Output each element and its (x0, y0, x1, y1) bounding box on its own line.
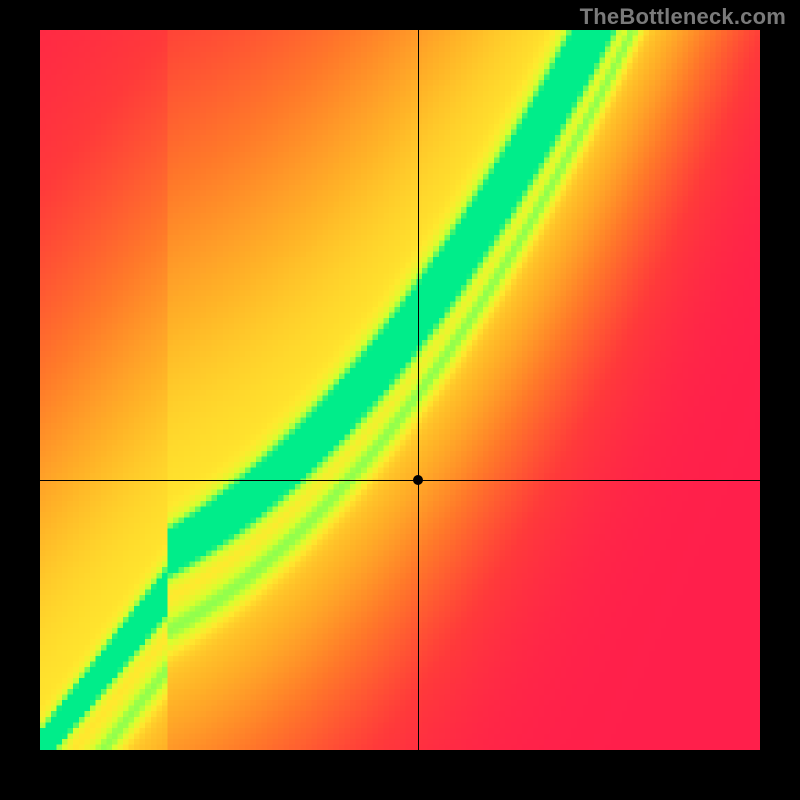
heatmap-canvas (40, 30, 760, 750)
watermark-text: TheBottleneck.com (580, 4, 786, 30)
crosshair-horizontal (40, 480, 760, 481)
plot-area (40, 30, 760, 750)
crosshair-marker (413, 475, 423, 485)
chart-container: TheBottleneck.com (0, 0, 800, 800)
crosshair-vertical (418, 30, 419, 750)
